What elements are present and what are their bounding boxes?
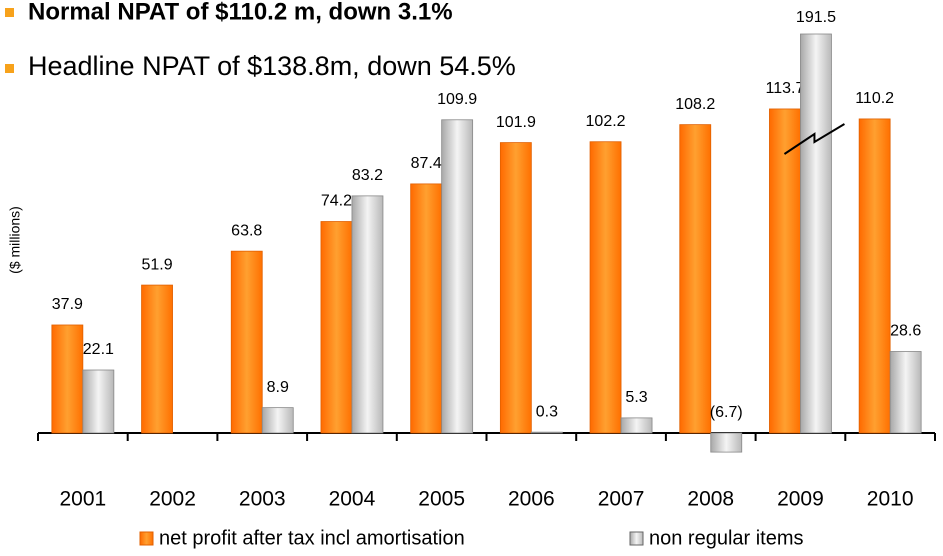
value-label: 22.1 [83, 341, 114, 358]
bar [620, 417, 653, 434]
value-label: 110.2 [855, 90, 894, 107]
value-label: 51.9 [141, 256, 172, 273]
bar [889, 351, 922, 434]
bullet-marker [5, 64, 14, 73]
bar [589, 141, 622, 434]
bar [499, 142, 532, 434]
value-label: 37.9 [52, 296, 83, 313]
bar [530, 431, 563, 434]
value-label: 8.9 [267, 379, 289, 396]
x-tick-label: 2003 [239, 488, 286, 511]
value-label: 74.2 [321, 193, 352, 210]
bar [141, 284, 173, 434]
legend-label: non regular items [649, 527, 804, 549]
bar [769, 108, 801, 434]
value-label: 113.7 [766, 80, 805, 97]
value-label: 63.8 [231, 222, 262, 239]
value-label: (6.7) [710, 404, 743, 421]
bar [858, 118, 891, 434]
x-tick-label: 2006 [508, 488, 555, 511]
x-tick-label: 2009 [777, 488, 824, 511]
bar [800, 33, 832, 434]
value-label: 108.2 [675, 96, 715, 113]
bar [410, 183, 443, 434]
value-label: 83.2 [352, 167, 383, 184]
x-tick-label: 2004 [329, 488, 376, 511]
value-label: 191.5 [796, 9, 836, 26]
x-tick-label: 2005 [418, 488, 465, 511]
x-tick-label: 2001 [59, 488, 106, 511]
legend-swatch [139, 531, 154, 546]
value-label: 109.9 [437, 91, 477, 108]
x-tick-label: 2010 [867, 488, 914, 511]
x-tick-label: 2007 [598, 488, 645, 511]
axis-break [783, 123, 845, 155]
bar [261, 407, 294, 434]
value-label: 5.3 [625, 389, 647, 406]
bar [320, 221, 353, 434]
legend-label: net profit after tax incl amortisation [159, 527, 465, 549]
value-label: 102.2 [586, 113, 626, 130]
legend-swatch [629, 531, 644, 546]
value-label: 0.3 [536, 403, 558, 420]
bar [230, 250, 263, 434]
y-axis-label: ($ millions) [7, 206, 23, 274]
x-tick-label: 2002 [149, 488, 196, 511]
bar [441, 119, 474, 434]
bullet-text: Normal NPAT of $110.2 m, down 3.1% [28, 0, 453, 25]
bar [51, 324, 84, 434]
bar [351, 195, 384, 434]
bar [679, 124, 712, 434]
value-label: 101.9 [496, 114, 536, 131]
value-label: 28.6 [890, 323, 921, 340]
x-tick-label: 2008 [687, 488, 734, 511]
bar [710, 432, 743, 453]
bullet-marker [5, 8, 14, 17]
bullet-text: Headline NPAT of $138.8m, down 54.5% [28, 51, 516, 81]
bar [82, 369, 115, 434]
value-label: 87.4 [411, 155, 442, 172]
